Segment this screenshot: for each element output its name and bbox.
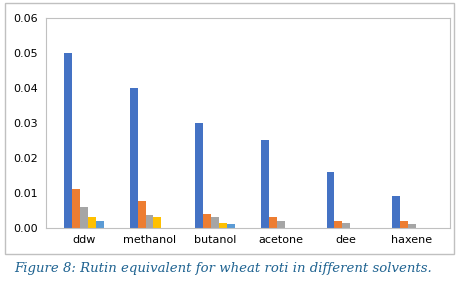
Bar <box>277 221 285 228</box>
Bar <box>335 221 342 228</box>
Bar <box>227 224 235 228</box>
Bar <box>400 221 408 228</box>
Bar <box>88 217 96 228</box>
Bar <box>211 217 219 228</box>
Bar <box>146 215 153 228</box>
Bar <box>203 214 211 228</box>
Bar <box>153 217 161 228</box>
Bar <box>196 123 203 228</box>
Bar <box>138 201 146 228</box>
Bar <box>269 217 277 228</box>
Bar <box>261 140 269 228</box>
Bar <box>130 88 138 228</box>
Bar <box>219 223 227 228</box>
Bar <box>64 53 72 228</box>
Bar <box>72 189 80 228</box>
Bar <box>326 172 335 228</box>
Bar <box>80 207 88 228</box>
Bar <box>96 221 104 228</box>
Text: Figure 8: Rutin equivalent for wheat roti in different solvents.: Figure 8: Rutin equivalent for wheat rot… <box>14 262 431 275</box>
Bar <box>342 223 350 228</box>
Bar <box>408 224 416 228</box>
Bar <box>392 196 400 228</box>
